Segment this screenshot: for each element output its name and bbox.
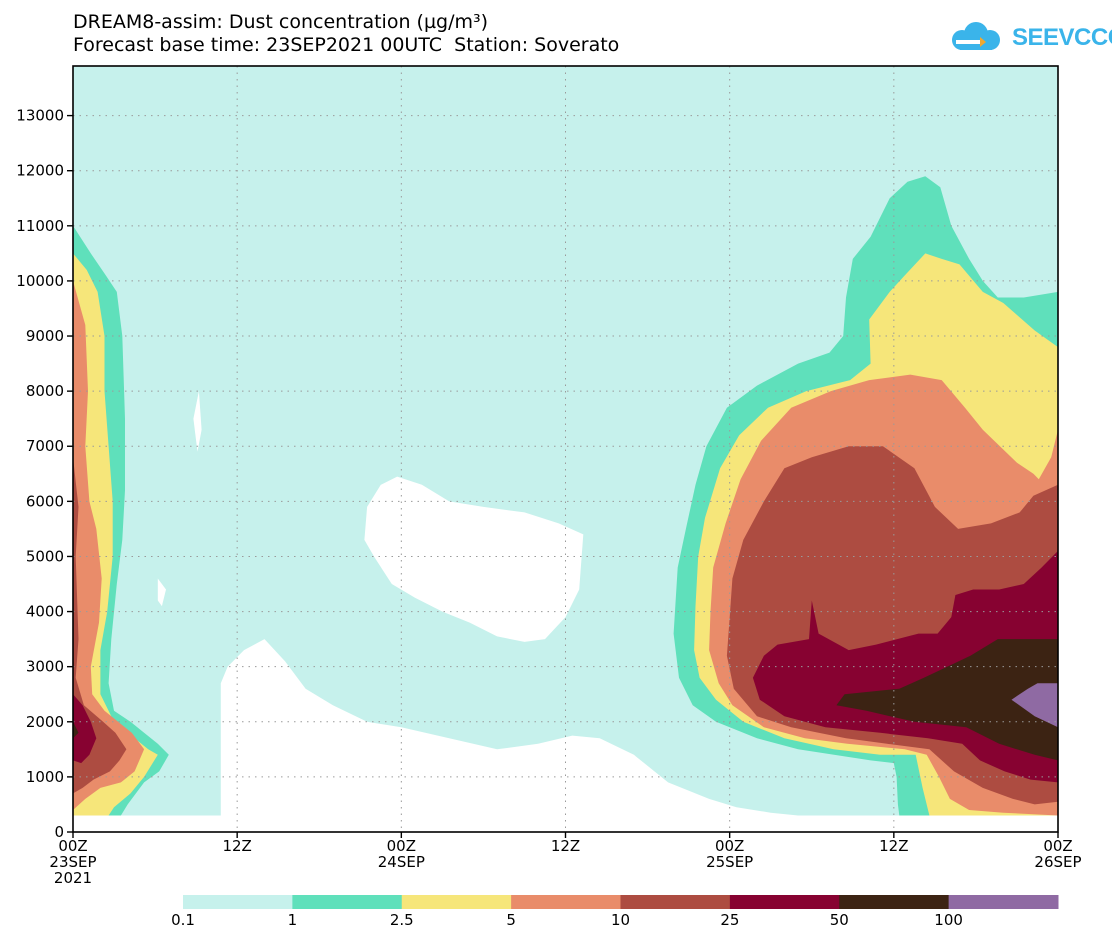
contour-region-3 xyxy=(193,391,202,452)
legend-swatch xyxy=(292,895,403,909)
x-tick-label: 00Z xyxy=(1043,837,1072,855)
contour-region-6 xyxy=(73,253,158,816)
logo-text: SEEVCCC xyxy=(1012,24,1112,51)
y-tick-label: 7000 xyxy=(26,437,64,455)
x-tick-label: 24SEP xyxy=(378,853,425,871)
legend-label: 25 xyxy=(720,911,739,929)
color-legend: 0.1 1 2.5 5 10 25 50 100 xyxy=(171,895,1059,929)
contour-region-8 xyxy=(73,457,127,794)
legend-swatch xyxy=(729,895,840,909)
contour-region-9 xyxy=(73,694,97,764)
x-tick-label: 12Z xyxy=(551,837,580,855)
y-tick-label: 4000 xyxy=(26,603,64,621)
legend-swatch xyxy=(948,895,1059,909)
y-tick-label: 0 xyxy=(54,823,64,841)
legend-label: 10 xyxy=(611,911,630,929)
y-tick-label: 13000 xyxy=(16,107,64,125)
x-tick-label: 12Z xyxy=(879,837,908,855)
contour-region-7 xyxy=(73,280,145,810)
x-tick-label: 12Z xyxy=(222,837,251,855)
grid-lines xyxy=(73,66,1058,832)
contour-region-10 xyxy=(73,721,79,739)
x-tick-label: 00Z xyxy=(387,837,416,855)
x-tick-label: 2021 xyxy=(54,869,92,887)
y-tick-label: 8000 xyxy=(26,382,64,400)
y-tick-label: 11000 xyxy=(16,217,64,235)
y-tick-label: 3000 xyxy=(26,658,64,676)
legend-swatch xyxy=(183,895,293,909)
legend-label: 0.1 xyxy=(171,911,195,929)
x-tick-label: 00Z xyxy=(58,837,87,855)
legend-swatch xyxy=(839,895,950,909)
x-tick-label: 26SEP xyxy=(1034,853,1081,871)
y-tick-label: 9000 xyxy=(26,327,64,345)
legend-label: 2.5 xyxy=(390,911,414,929)
seevccc-logo xyxy=(952,22,1000,50)
y-tick-label: 10000 xyxy=(16,272,64,290)
legend-swatch xyxy=(511,895,621,909)
legend-label: 50 xyxy=(830,911,849,929)
y-axis: 0 1000 2000 3000 4000 5000 6000 7000 8000 9000 100… xyxy=(16,107,73,841)
contour-region-17 xyxy=(1011,683,1058,728)
y-tick-label: 1000 xyxy=(26,768,64,786)
legend-label: 100 xyxy=(934,911,963,929)
cloud-icon xyxy=(952,22,1000,50)
contour-region-16 xyxy=(836,639,1058,761)
legend-label: 1 xyxy=(288,911,298,929)
y-tick-label: 6000 xyxy=(26,492,64,510)
chart-subtitle: Forecast base time: 23SEP2021 00UTC Stat… xyxy=(73,34,620,56)
contour-region-2 xyxy=(364,476,584,642)
legend-swatch xyxy=(620,895,731,909)
x-tick-label: 00Z xyxy=(715,837,744,855)
y-tick-label: 12000 xyxy=(16,162,64,180)
x-tick-label: 25SEP xyxy=(706,853,753,871)
legend-label: 5 xyxy=(506,911,516,929)
contour-regions xyxy=(73,66,1058,816)
legend-swatch xyxy=(401,895,512,909)
chart-title: DREAM8-assim: Dust concentration (µg/m³) xyxy=(73,11,489,33)
contour-region-4 xyxy=(157,578,166,607)
x-tick-label: 23SEP xyxy=(49,853,96,871)
contour-region-1 xyxy=(220,639,799,816)
y-tick-label: 5000 xyxy=(26,547,64,565)
y-tick-label: 2000 xyxy=(26,713,64,731)
